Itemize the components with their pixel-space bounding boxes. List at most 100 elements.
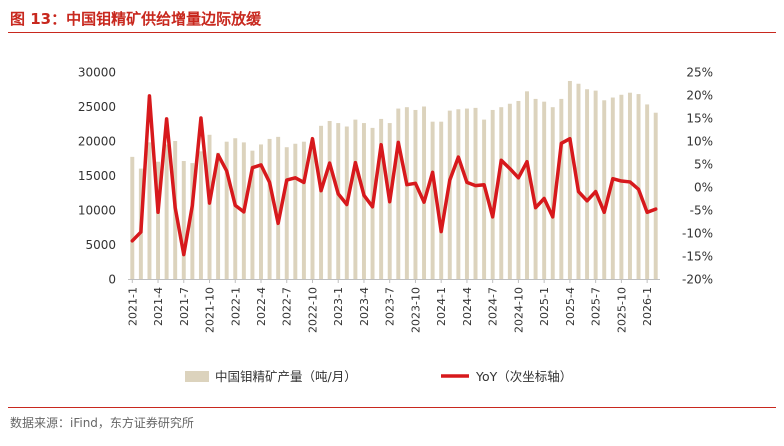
x-tick-label: 2024-7 — [487, 287, 500, 326]
bar-2021-11 — [216, 152, 221, 279]
bar-2023-3 — [353, 119, 358, 279]
title-divider — [8, 32, 776, 33]
left-y-tick: 20000 — [78, 135, 116, 149]
bar-2025-6 — [585, 89, 590, 279]
bar-2022-9 — [301, 141, 306, 279]
bar-2023-11 — [422, 106, 427, 279]
bar-2025-1 — [542, 101, 547, 279]
x-tick-label: 2023-1 — [332, 287, 345, 326]
bar-2024-1 — [439, 121, 444, 280]
x-tick-label: 2024-1 — [435, 287, 448, 326]
bar-2023-8 — [396, 108, 401, 279]
bar-2025-8 — [602, 100, 607, 279]
bar-series — [130, 80, 658, 280]
legend: 中国钼精矿产量（吨/月） YoY（次坐标轴） — [185, 369, 572, 384]
left-y-tick: 5000 — [85, 238, 116, 252]
bar-2025-4 — [567, 80, 572, 279]
right-y-tick: -10% — [682, 227, 713, 241]
bar-2021-4 — [156, 161, 161, 279]
bar-2024-6 — [482, 119, 487, 279]
x-axis: 2021-1 2021-4 2021-7 2021-10 2022-1 2022-4 202… — [126, 279, 654, 333]
figure-title: 图 13：中国钼精矿供给增量边际放缓 — [10, 10, 262, 28]
bar-2022-4 — [259, 144, 263, 279]
x-tick-label: 2021-1 — [126, 287, 139, 326]
bar-2022-7 — [284, 147, 289, 279]
right-y-tick: 25% — [686, 66, 713, 80]
x-tick-label: 2026-1 — [641, 287, 654, 326]
right-y-tick: 20% — [686, 89, 713, 103]
bar-2022-3 — [250, 150, 255, 279]
bar-2025-3 — [559, 98, 564, 279]
legend-line-label: YoY（次坐标轴） — [475, 369, 572, 384]
bar-2021-10 — [207, 134, 212, 279]
bar-2024-2 — [447, 110, 452, 279]
bar-2025-7 — [593, 90, 598, 279]
bar-2022-5 — [267, 138, 272, 279]
right-y-tick: 15% — [686, 112, 713, 126]
right-y-tick: -20% — [682, 273, 713, 287]
yoy-line — [130, 94, 658, 257]
bar-2024-4 — [464, 108, 469, 279]
right-y-tick: -5% — [690, 204, 713, 218]
bar-2022-8 — [293, 143, 298, 279]
bar-2025-2 — [550, 107, 555, 279]
bar-2023-6 — [379, 118, 384, 279]
bar-2024-7 — [490, 109, 495, 279]
bar-2024-12 — [533, 98, 538, 279]
left-y-axis: 0 5000 10000 15000 20000 25000 30000 — [78, 66, 116, 287]
bar-2022-1 — [233, 138, 238, 279]
x-tick-label: 2025-1 — [538, 287, 551, 326]
bar-2024-9 — [507, 103, 512, 280]
line-series — [130, 94, 658, 257]
x-tick-label: 2022-1 — [229, 287, 242, 326]
legend-bar-label: 中国钼精矿产量（吨/月） — [215, 369, 357, 384]
bar-2021-12 — [224, 141, 229, 279]
x-tick-label: 2021-7 — [178, 287, 191, 326]
x-tick-label: 2025-10 — [615, 287, 628, 333]
x-tick-label: 2022-4 — [255, 287, 268, 326]
bar-2025-10 — [619, 94, 624, 280]
bar-2021-1 — [130, 156, 135, 279]
x-tick-label: 2021-4 — [152, 287, 165, 326]
bar-2023-4 — [361, 123, 366, 279]
x-tick-label: 2022-10 — [306, 287, 319, 333]
bar-2024-3 — [456, 109, 461, 279]
bar-2024-11 — [525, 91, 529, 279]
bar-2023-1 — [336, 123, 341, 279]
right-y-tick: 5% — [694, 158, 713, 172]
x-tick-label: 2023-4 — [358, 287, 371, 326]
bar-2024-5 — [473, 107, 478, 279]
x-tick-label: 2025-4 — [564, 287, 577, 326]
right-y-tick: -15% — [682, 250, 713, 264]
x-tick-label: 2021-10 — [204, 287, 217, 333]
x-tick-label: 2024-10 — [512, 287, 525, 333]
left-y-tick: 10000 — [78, 204, 116, 218]
bar-2022-10 — [310, 140, 315, 279]
left-y-tick: 0 — [108, 273, 116, 287]
bar-2021-9 — [198, 151, 203, 279]
bar-2022-11 — [319, 125, 324, 279]
bar-2025-11 — [627, 92, 632, 279]
left-y-tick: 30000 — [78, 66, 116, 80]
right-y-tick: 0% — [694, 181, 713, 195]
bar-2025-12 — [636, 94, 641, 279]
right-y-axis: -20% -15% -10% -5% 0% 5% 10% 15% 20% 25% — [682, 66, 713, 287]
x-tick-label: 2024-4 — [461, 287, 474, 326]
source-note: 数据来源：iFind，东方证券研究所 — [10, 416, 194, 430]
bar-2023-12 — [430, 121, 435, 280]
x-tick-label: 2025-7 — [590, 287, 603, 326]
left-y-tick: 25000 — [78, 100, 116, 114]
right-y-tick: 10% — [686, 135, 713, 149]
bar-2023-9 — [404, 107, 409, 279]
left-y-tick: 15000 — [78, 169, 116, 183]
bar-2023-10 — [413, 109, 418, 279]
x-tick-label: 2023-7 — [384, 287, 397, 326]
bar-2026-2 — [653, 112, 658, 280]
bar-2024-10 — [516, 100, 521, 279]
bar-2026-1 — [645, 104, 650, 280]
bar-2024-8 — [499, 107, 504, 279]
bar-2022-6 — [276, 136, 281, 279]
x-tick-label: 2022-7 — [281, 287, 294, 326]
bar-2022-12 — [327, 120, 332, 280]
